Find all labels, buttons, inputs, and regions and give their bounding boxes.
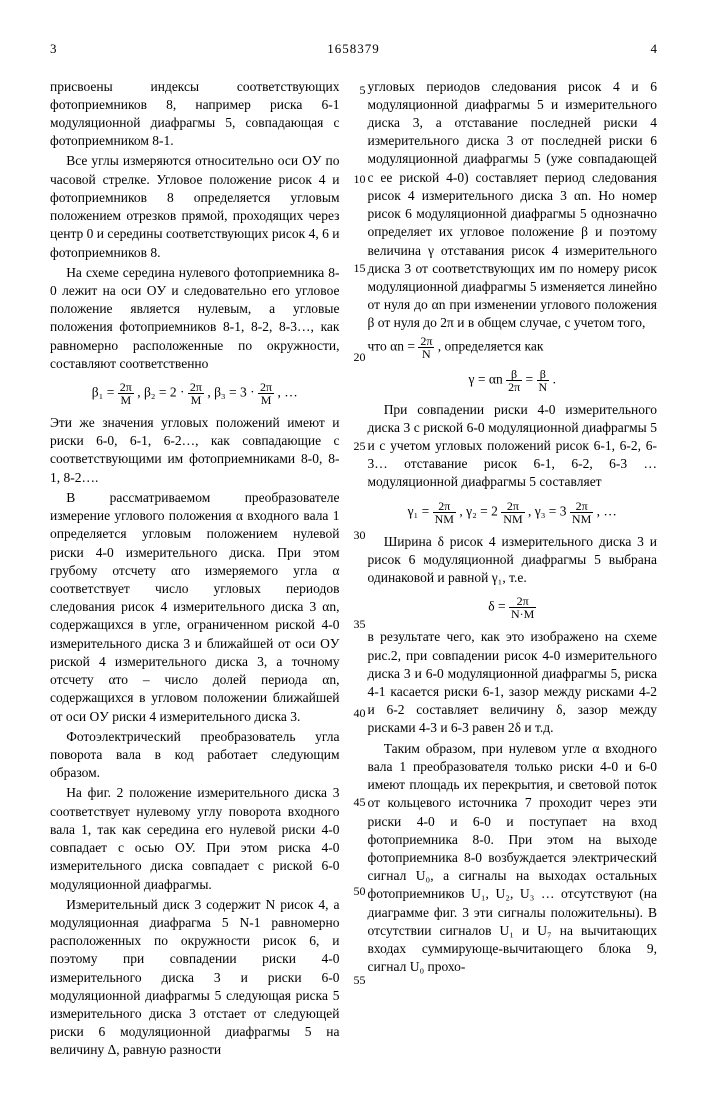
formula-delta: δ = 2πN·M [368,595,658,620]
paragraph: На фиг. 2 положение измерительного диска… [50,784,340,893]
left-column: присвоены индексы соответствующих фотопр… [50,78,340,1062]
paragraph: Таким образом, при нулевом угле α входно… [368,740,658,977]
paragraph: В рассматриваемом преобразователе измере… [50,489,340,726]
paragraph: На схеме середина нулевого фотоприемника… [50,264,340,373]
paragraph: присвоены индексы соответствующих фотопр… [50,78,340,151]
paragraph: угловых периодов следования рисок 4 и 6 … [368,78,658,333]
right-column: 5 10 15 20 25 30 35 40 45 50 55 угловых … [368,78,658,1062]
paragraph: в результате чего, как это изображено на… [368,628,658,737]
paragraph: Фотоэлектрический преобразователь угла п… [50,728,340,783]
paragraph: Ширина δ рисок 4 измерительного диска 3 … [368,533,658,588]
paragraph-inline: что αn = 2πN , определяется как [368,335,658,360]
formula-beta: β₁ = 2πM , β₂ = 2 · 2πM , β₃ = 3 · 2πM ,… [50,381,340,406]
paragraph: Все углы измеряются относительно оси OУ … [50,152,340,261]
page-number-right: 4 [651,40,658,58]
paragraph: Эти же значения угловых положений имеют … [50,414,340,487]
formula-gamma: γ = αn β2π = βN . [368,368,658,393]
paragraph: При совпадении риски 4-0 измерительного … [368,401,658,492]
formula-gamma-series: γ₁ = 2πNM , γ₂ = 2 2πNM , γ₃ = 3 2πNM , … [368,500,658,525]
paragraph: Измерительный диск 3 содержит N рисок 4,… [50,896,340,1060]
text-columns: присвоены индексы соответствующих фотопр… [50,78,657,1062]
page-number-left: 3 [50,40,57,58]
page-header: 3 1658379 4 [50,40,657,58]
document-number: 1658379 [327,40,380,58]
